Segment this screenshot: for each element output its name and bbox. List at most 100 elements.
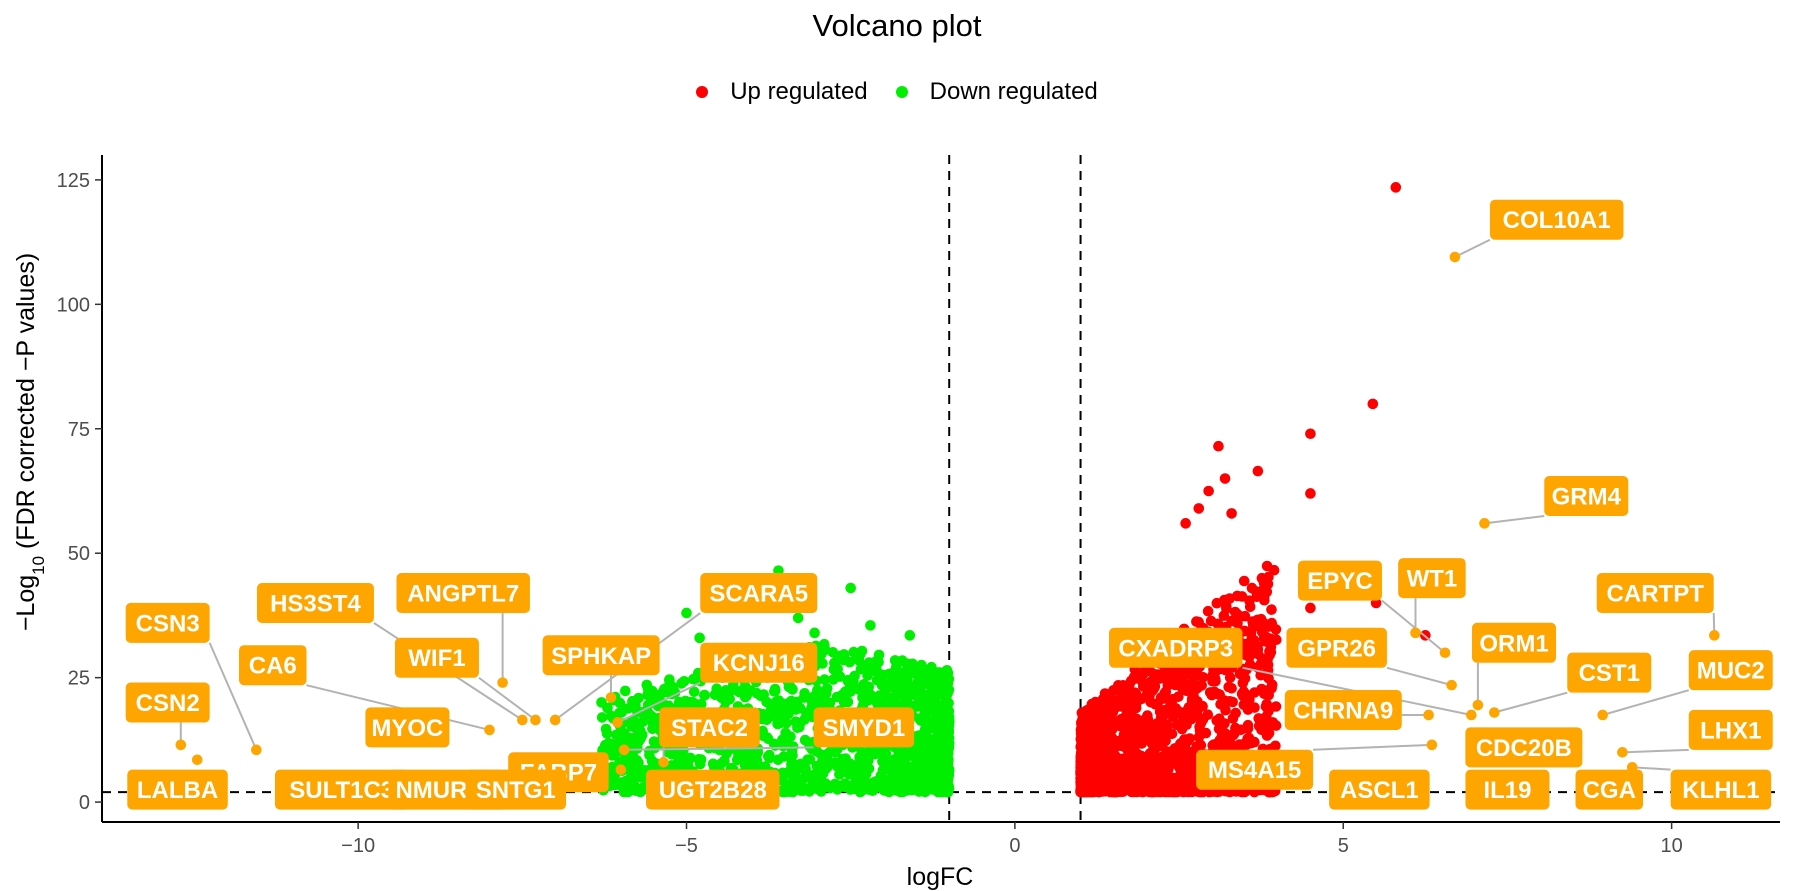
down-point bbox=[793, 717, 805, 728]
labeled-point bbox=[1479, 518, 1490, 529]
gene-label-text: WIF1 bbox=[408, 645, 465, 672]
down-point bbox=[804, 754, 816, 765]
up-point bbox=[1266, 617, 1277, 629]
label-connector bbox=[1454, 238, 1491, 258]
gene-label-text: ASCL1 bbox=[1340, 777, 1419, 804]
gene-label-text: ANGPTL7 bbox=[407, 581, 519, 608]
y-tick-label: 25 bbox=[68, 668, 90, 690]
gene-label-text: EPYC bbox=[1307, 568, 1372, 595]
down-point bbox=[901, 658, 912, 669]
x-tick-label: −5 bbox=[675, 835, 698, 857]
down-point bbox=[780, 727, 791, 739]
down-point bbox=[649, 691, 661, 702]
up-point bbox=[1213, 440, 1224, 452]
up-point bbox=[1172, 773, 1184, 785]
up-point bbox=[1253, 720, 1265, 732]
gene-label: EPYC bbox=[1297, 560, 1382, 601]
gene-label: ORM1 bbox=[1472, 622, 1557, 663]
gene-label: CHRNA9 bbox=[1284, 690, 1402, 731]
gene-label: IL19 bbox=[1465, 769, 1550, 810]
down-point bbox=[777, 698, 788, 710]
up-point bbox=[1247, 619, 1259, 631]
gene-label-box bbox=[1596, 573, 1714, 614]
up-point bbox=[1126, 692, 1137, 703]
down-point bbox=[795, 758, 807, 770]
labeled-point bbox=[658, 756, 669, 768]
label-connector bbox=[1484, 514, 1545, 525]
down-point bbox=[858, 679, 870, 690]
down-point bbox=[929, 686, 940, 698]
gene-label: SMYD1 bbox=[813, 707, 915, 748]
gene-label: CDC20B bbox=[1465, 727, 1583, 768]
gene-label: SCARA5 bbox=[700, 573, 818, 614]
gene-label-box bbox=[274, 769, 409, 810]
up-point bbox=[1114, 720, 1125, 732]
gene-label-box bbox=[1567, 652, 1652, 693]
up-point bbox=[1144, 748, 1156, 759]
y-axis-title: −Log10 (FDR corrected −P values) bbox=[12, 253, 48, 631]
up-point bbox=[1266, 604, 1277, 615]
down-point bbox=[942, 756, 954, 767]
up-point bbox=[1188, 674, 1199, 685]
gene-label-box bbox=[1286, 627, 1387, 668]
up-point bbox=[1159, 687, 1170, 699]
gene-label-box bbox=[1688, 709, 1773, 750]
up-point bbox=[1236, 591, 1248, 602]
gene-label-box bbox=[1688, 650, 1773, 691]
down-point bbox=[845, 582, 856, 594]
up-point bbox=[1183, 702, 1195, 713]
label-connector bbox=[1622, 748, 1689, 754]
down-point bbox=[602, 702, 613, 714]
gene-label-text: CST1 bbox=[1579, 660, 1640, 687]
up-point bbox=[1097, 765, 1108, 777]
up-point bbox=[1097, 694, 1109, 706]
down-point bbox=[812, 746, 823, 757]
up-point bbox=[1180, 518, 1191, 529]
down-point bbox=[920, 719, 932, 731]
gene-label-text: SCARA5 bbox=[709, 581, 808, 608]
labeled-point bbox=[1449, 251, 1461, 263]
down-point bbox=[943, 673, 955, 685]
label-connector bbox=[1494, 691, 1568, 714]
down-point bbox=[716, 758, 727, 769]
down-point bbox=[616, 780, 628, 792]
down-point bbox=[606, 738, 618, 750]
labeled-point bbox=[605, 692, 617, 703]
gene-label: GRM4 bbox=[1544, 475, 1629, 516]
gene-label-text: ORM1 bbox=[1479, 630, 1548, 657]
gene-label-box bbox=[465, 769, 567, 810]
gene-label-text: GPR26 bbox=[1297, 635, 1376, 662]
labeled-point bbox=[1489, 707, 1500, 718]
label-connector bbox=[1313, 743, 1432, 751]
down-point bbox=[757, 730, 769, 741]
down-point bbox=[857, 774, 869, 786]
gene-label-box bbox=[1465, 769, 1550, 810]
up-point bbox=[1200, 727, 1212, 739]
gene-label-box bbox=[365, 707, 450, 748]
up-point bbox=[1164, 772, 1176, 783]
down-point bbox=[792, 612, 804, 624]
down-point bbox=[764, 752, 775, 764]
gene-label-box bbox=[125, 602, 210, 643]
gene-label-box bbox=[1284, 690, 1402, 731]
up-point bbox=[1227, 713, 1239, 724]
down-point bbox=[931, 758, 942, 769]
gene-label-box bbox=[1670, 769, 1772, 810]
down-point bbox=[922, 774, 933, 786]
down-point bbox=[912, 664, 923, 675]
up-point bbox=[1255, 613, 1267, 625]
up-point bbox=[1152, 670, 1163, 682]
up-point bbox=[1215, 699, 1226, 710]
up-point bbox=[1114, 735, 1125, 747]
down-point bbox=[858, 752, 869, 763]
labeled-point bbox=[1446, 679, 1457, 691]
down-point bbox=[758, 689, 769, 700]
y-tick-label: 0 bbox=[79, 792, 90, 814]
up-point bbox=[1258, 583, 1270, 594]
labeled-point bbox=[1410, 627, 1421, 639]
up-point bbox=[1075, 752, 1087, 763]
gene-label: SNTG1 bbox=[465, 769, 567, 810]
gene-label-box bbox=[1472, 622, 1557, 663]
labeled-point bbox=[1466, 709, 1477, 721]
up-point bbox=[1234, 611, 1246, 622]
